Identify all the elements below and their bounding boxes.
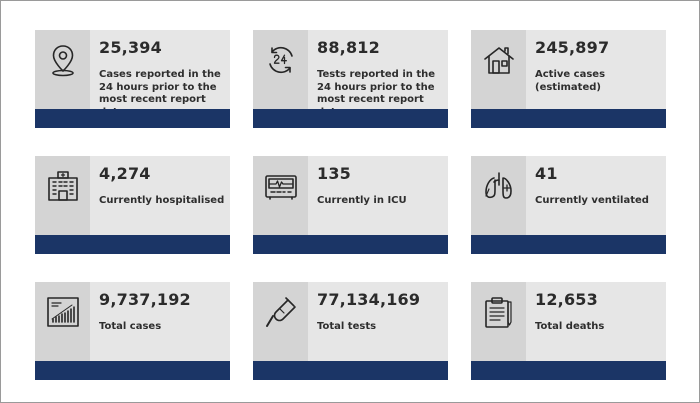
- card-footer-bar: [471, 235, 666, 254]
- stat-value: 25,394: [99, 38, 162, 57]
- card-footer-bar: [35, 109, 230, 128]
- stat-label: Total tests: [317, 321, 377, 332]
- stat-card-hospitalised: 4,274 Currently hospitalised: [35, 156, 230, 254]
- card-footer-bar: [253, 361, 448, 380]
- stat-value: 245,897: [535, 38, 610, 57]
- card-footer-bar: [471, 361, 666, 380]
- stat-card-tests-24h: 88,812 Tests reported in the 24 hours pr…: [253, 30, 448, 128]
- stat-value: 12,653: [535, 290, 598, 309]
- stat-card-icu: 135 Currently in ICU: [253, 156, 448, 254]
- stat-card-total-tests: 77,134,169 Total tests: [253, 282, 448, 380]
- stat-label: Total cases: [99, 321, 162, 332]
- stat-value: 88,812: [317, 38, 380, 57]
- stat-value: 41: [535, 164, 558, 183]
- card-footer-bar: [253, 235, 448, 254]
- stat-label: Total deaths: [535, 321, 605, 332]
- card-footer-bar: [35, 361, 230, 380]
- stat-value: 4,274: [99, 164, 151, 183]
- stat-value: 9,737,192: [99, 290, 191, 309]
- stat-label: Currently ventilated: [535, 195, 649, 206]
- stat-card-ventilated: 41 Currently ventilated: [471, 156, 666, 254]
- stat-value: 135: [317, 164, 351, 183]
- stat-label: Active cases (estimated): [535, 69, 606, 93]
- card-footer-bar: [253, 109, 448, 128]
- stat-label: Currently hospitalised: [99, 195, 225, 206]
- stat-card-active-cases: 245,897 Active cases (estimated): [471, 30, 666, 128]
- card-footer-bar: [471, 109, 666, 128]
- stat-card-cases-24h: 25,394 Cases reported in the 24 hours pr…: [35, 30, 230, 128]
- stat-card-total-cases: 9,737,192 Total cases: [35, 282, 230, 380]
- stat-value: 77,134,169: [317, 290, 421, 309]
- stat-card-total-deaths: 12,653 Total deaths: [471, 282, 666, 380]
- card-footer-bar: [35, 235, 230, 254]
- stat-label: Currently in ICU: [317, 195, 407, 206]
